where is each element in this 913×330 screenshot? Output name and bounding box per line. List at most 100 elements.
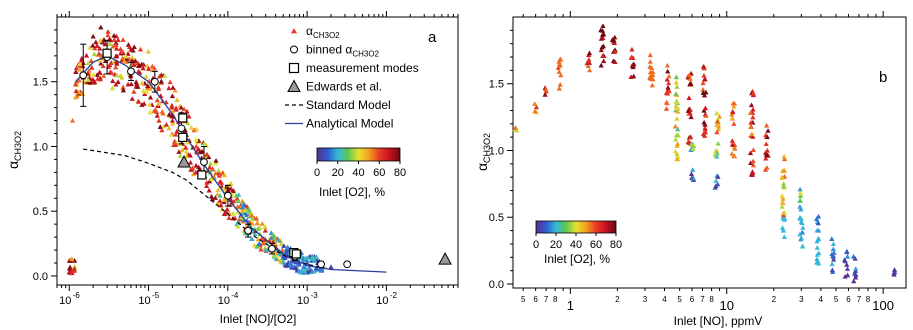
x-tick-label: 100 — [872, 298, 894, 313]
scatter-point — [228, 180, 234, 186]
scatter-point — [135, 84, 141, 89]
scatter-point — [629, 46, 635, 52]
scatter-point — [90, 42, 96, 48]
scatter-point — [204, 151, 210, 157]
scatter-point — [184, 108, 190, 114]
scatter-point — [797, 186, 803, 192]
panel-b-axis-ticks — [507, 11, 884, 294]
scatter-point — [781, 167, 787, 173]
scatter-point — [131, 44, 137, 50]
scatter-point — [92, 45, 98, 51]
scatter-point — [715, 140, 721, 146]
binned-point — [244, 226, 252, 235]
scatter-point — [829, 236, 835, 241]
panel-a-measurement-modes — [102, 48, 301, 259]
scatter-point — [117, 73, 124, 78]
scatter-point — [208, 176, 214, 182]
scatter-point — [780, 227, 786, 233]
scatter-point — [729, 138, 735, 143]
panel-a-colorbar: 0 20 40 60 80 Inlet [O2], % — [314, 147, 406, 199]
scatter-point — [844, 262, 850, 267]
scatter-point — [293, 265, 299, 271]
scatter-point — [779, 204, 785, 209]
legend-label: Standard Model — [306, 98, 391, 112]
scatter-point — [255, 226, 261, 231]
scatter-point — [714, 119, 720, 124]
scatter-point — [250, 216, 256, 222]
panel-a-axis-ticks — [51, 11, 459, 291]
binned-point — [200, 158, 208, 166]
scatter-point — [781, 234, 787, 240]
scatter-point — [179, 147, 185, 153]
scatter-point — [123, 53, 129, 59]
scatter-point — [242, 207, 249, 213]
scatter-point — [71, 267, 77, 273]
scatter-point — [196, 164, 202, 170]
scatter-point — [732, 146, 738, 151]
scatter-point — [813, 216, 820, 222]
scatter-point — [747, 150, 754, 156]
scatter-point — [748, 160, 754, 166]
scatter-point — [750, 106, 756, 112]
scatter-point — [77, 61, 83, 67]
scatter-point — [173, 131, 179, 137]
scatter-point — [95, 76, 101, 81]
scatter-point — [280, 253, 286, 259]
scatter-point — [91, 71, 97, 77]
y-tick-label: 1.5 — [33, 77, 48, 89]
scatter-point — [731, 103, 737, 109]
scatter-point — [183, 149, 189, 154]
scatter-point — [98, 24, 104, 30]
scatter-point — [85, 60, 91, 66]
scatter-point — [69, 256, 75, 261]
scatter-point — [239, 198, 245, 204]
scatter-point — [781, 181, 787, 186]
scatter-point — [543, 86, 549, 92]
scatter-point — [235, 198, 241, 204]
scatter-point — [599, 28, 606, 33]
legend-label: measurement modes — [306, 61, 419, 75]
scatter-point — [105, 29, 111, 34]
scatter-point — [95, 51, 101, 57]
scatter-point — [628, 74, 634, 80]
panel-a-tick-labels: 10 -6 10 -5 10 -4 10 -3 10 -20.00.51.01.5 — [33, 77, 398, 307]
scatter-point — [748, 102, 755, 108]
scatter-point — [600, 23, 606, 29]
scatter-point — [674, 99, 680, 105]
scatter-point — [140, 88, 147, 93]
scatter-point — [193, 143, 199, 149]
scatter-point — [212, 195, 218, 200]
scatter-point — [113, 53, 119, 59]
edwards-point — [438, 252, 452, 265]
scatter-point — [688, 171, 695, 177]
scatter-point — [113, 81, 119, 87]
scatter-point — [829, 267, 836, 273]
x-tick-exponent: -3 — [311, 291, 319, 300]
scatter-point — [173, 142, 179, 147]
scatter-point — [647, 75, 653, 80]
scatter-point — [558, 72, 564, 78]
scatter-point — [210, 166, 216, 172]
scatter-point — [313, 254, 320, 260]
x-tick-label: 10 — [376, 295, 388, 307]
scatter-point — [306, 264, 312, 270]
x-minor-tick-label: 4 — [662, 295, 667, 304]
scatter-point — [749, 131, 755, 137]
scatter-point — [132, 58, 138, 63]
colorbar-tick-label: 40 — [352, 167, 364, 179]
scatter-point — [285, 244, 291, 250]
scatter-point — [687, 110, 693, 116]
x-minor-tick-label: 3 — [799, 295, 804, 304]
scatter-point — [91, 51, 97, 57]
scatter-point — [686, 95, 692, 100]
x-minor-tick-label: 5 — [677, 295, 682, 304]
scatter-point — [674, 141, 681, 146]
scatter-point — [208, 193, 215, 199]
scatter-point — [206, 187, 212, 193]
legend-label: Edwards et al. — [306, 80, 382, 94]
panel-b-x-axis-label: Inlet [NO], ppmV — [674, 314, 763, 328]
scatter-point — [141, 61, 147, 67]
scatter-point — [815, 220, 821, 226]
scatter-point — [217, 171, 223, 176]
